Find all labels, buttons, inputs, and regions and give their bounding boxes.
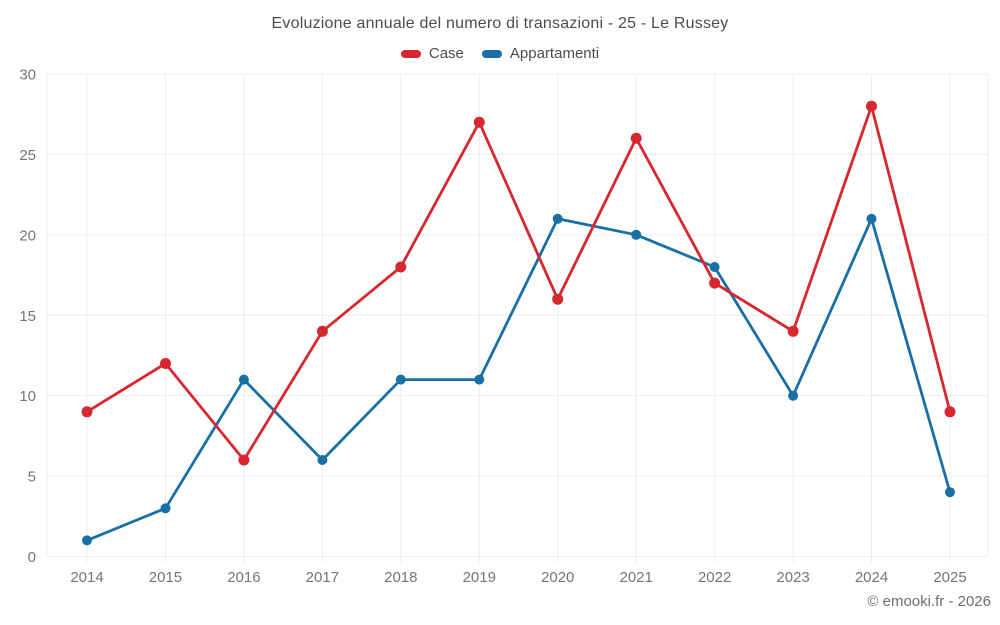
svg-text:5: 5 [28, 469, 36, 486]
svg-text:2014: 2014 [70, 569, 103, 586]
svg-text:20: 20 [19, 227, 36, 244]
svg-text:2022: 2022 [698, 569, 731, 586]
svg-text:2015: 2015 [149, 569, 182, 586]
chart-title: Evoluzione annuale del numero di transaz… [271, 15, 729, 32]
svg-text:2018: 2018 [384, 569, 417, 586]
svg-text:2020: 2020 [541, 569, 574, 586]
legend-item-appartamenti[interactable]: Appartamenti [481, 45, 600, 62]
legend-label-case: Case [428, 45, 464, 62]
svg-text:15: 15 [19, 308, 36, 325]
legend-swatch-case-icon [400, 49, 421, 58]
svg-text:2025: 2025 [933, 569, 966, 586]
svg-text:2016: 2016 [227, 569, 260, 586]
svg-text:2023: 2023 [776, 569, 809, 586]
svg-text:2019: 2019 [463, 569, 496, 586]
legend-item-case[interactable]: Case [400, 45, 464, 62]
legend-label-appartamenti: Appartamenti [509, 45, 600, 62]
copyright: © emooki.fr - 2026 [867, 593, 991, 610]
svg-text:0: 0 [28, 549, 36, 566]
svg-text:2021: 2021 [619, 569, 652, 586]
svg-text:2017: 2017 [306, 569, 339, 586]
svg-text:25: 25 [19, 147, 36, 164]
legend: Case Appartamenti [0, 45, 1000, 62]
svg-text:30: 30 [19, 67, 36, 84]
svg-text:10: 10 [19, 388, 36, 405]
legend-swatch-appartamenti-icon [481, 49, 502, 58]
svg-text:2024: 2024 [855, 569, 888, 586]
